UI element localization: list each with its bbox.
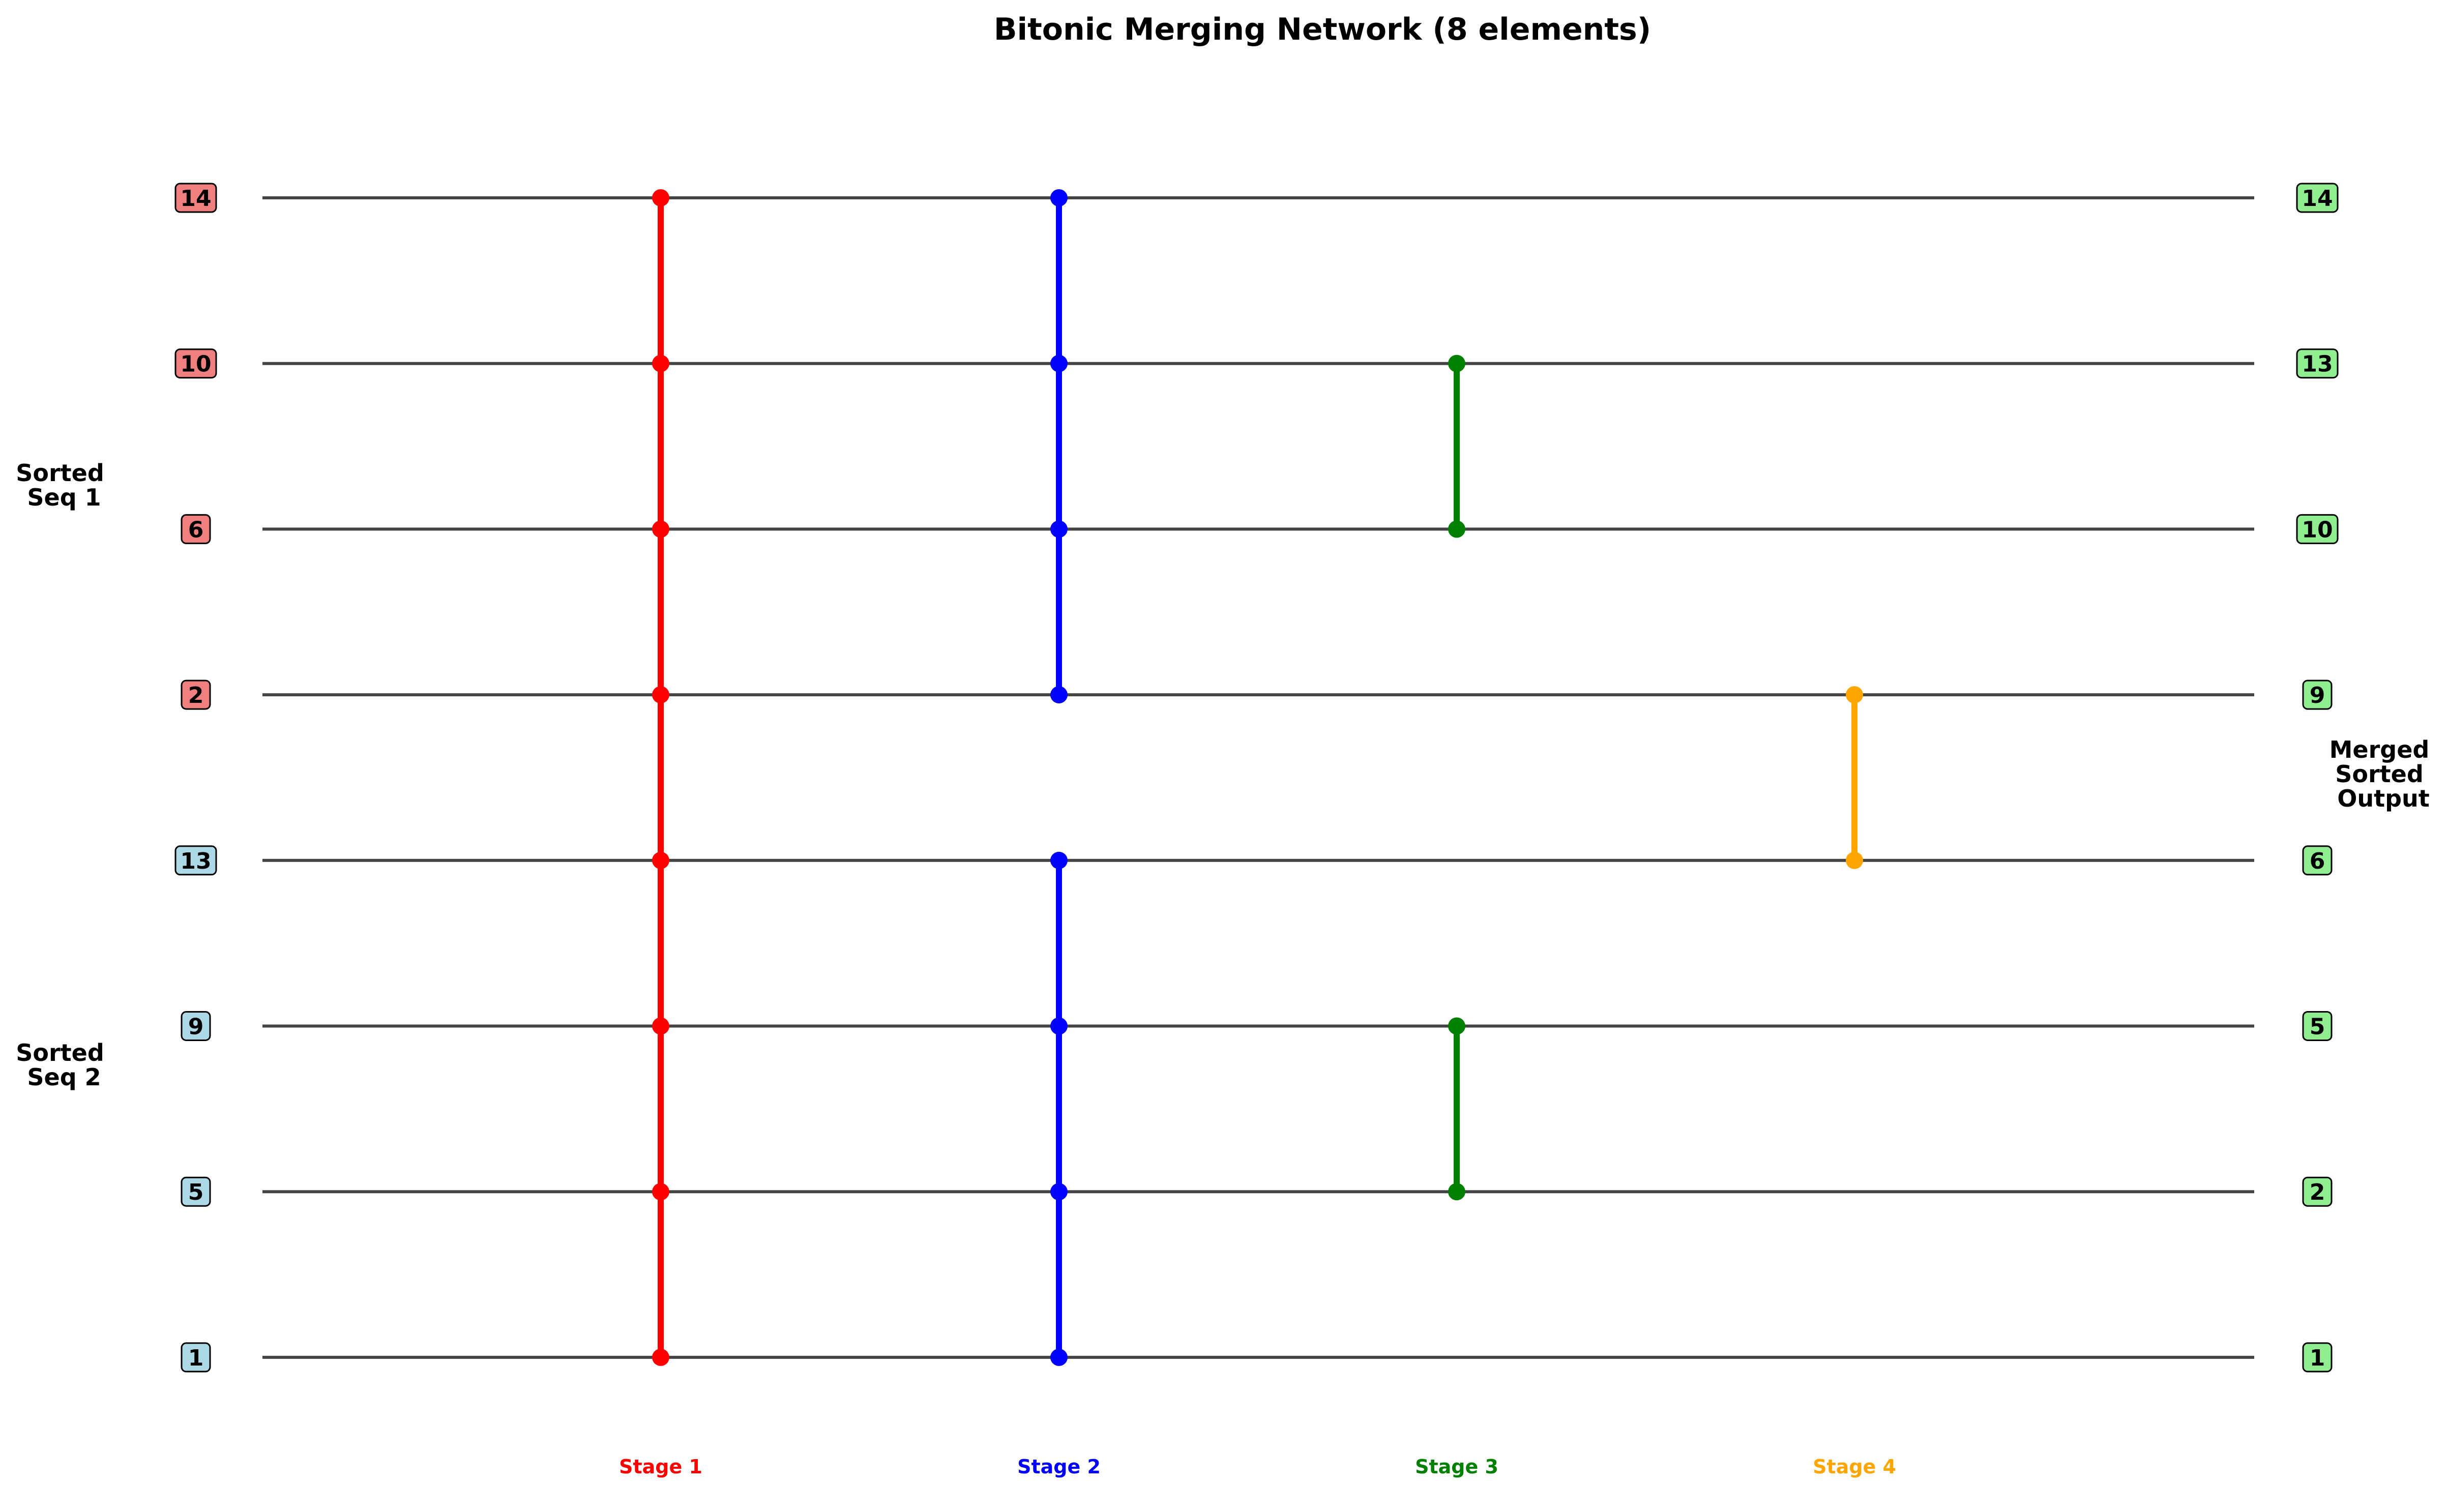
seq2-label: Sorted Seq 2	[16, 1039, 112, 1091]
input-value-box	[174, 845, 217, 876]
output-label-line: Sorted	[2335, 760, 2424, 788]
seq2-label-line: Sorted	[16, 1039, 104, 1066]
output-value-box	[2302, 1342, 2333, 1373]
diagram-title: Bitonic Merging Network (8 elements)	[994, 12, 1651, 47]
input-value-box	[181, 514, 211, 544]
output-value-text: 9	[2310, 683, 2325, 708]
input-value-text: 5	[188, 1179, 204, 1205]
comparator-node	[1448, 354, 1465, 372]
output-value: 1	[2302, 1342, 2333, 1373]
comparator-node	[1050, 1183, 1068, 1201]
comparator-node	[1846, 851, 1863, 869]
output-value-box	[2302, 1011, 2333, 1041]
comparator-node	[1050, 851, 1068, 869]
comparator-node	[1448, 1183, 1465, 1201]
input-value-text: 6	[188, 517, 204, 543]
comparator-node	[652, 1183, 669, 1201]
input-value: 6	[181, 514, 211, 544]
input-value: 9	[181, 1011, 211, 1041]
comparator-node	[652, 686, 669, 704]
comparators-layer	[652, 189, 1863, 1366]
input-value-text: 14	[180, 186, 211, 212]
output-value-text: 14	[2302, 186, 2333, 212]
stage-label: Stage 3	[1415, 1456, 1498, 1478]
comparator-node	[1050, 189, 1068, 206]
output-value-text: 10	[2302, 517, 2333, 543]
input-value-box	[174, 183, 217, 213]
input-value-box	[181, 1342, 211, 1373]
comparator-node	[1050, 1348, 1068, 1366]
output-value-box	[2296, 183, 2339, 213]
output-value: 9	[2302, 679, 2333, 710]
comparator-node	[1050, 1017, 1068, 1035]
comparator-node	[652, 851, 669, 869]
output-value-text: 13	[2302, 351, 2333, 377]
comparator-node	[652, 520, 669, 538]
comparator-node	[652, 354, 669, 372]
output-value-text: 2	[2310, 1179, 2325, 1205]
input-value: 1	[181, 1342, 211, 1373]
output-values-layer: 14 13 10 9 6 5 2 1	[2296, 183, 2339, 1373]
output-value-text: 1	[2310, 1345, 2325, 1371]
comparator-node	[652, 1017, 669, 1035]
output-value-box	[2296, 514, 2339, 544]
wires-layer	[262, 196, 2254, 1359]
input-value-box	[181, 679, 211, 710]
comparator-node	[1448, 1017, 1465, 1035]
input-value-box	[181, 1011, 211, 1041]
input-value: 5	[181, 1176, 211, 1207]
input-value: 14	[174, 183, 217, 213]
input-value-text: 2	[188, 683, 204, 708]
output-value: 2	[2302, 1176, 2333, 1207]
comparator-node	[652, 1348, 669, 1366]
output-value: 10	[2296, 514, 2339, 544]
stage-label: Stage 2	[1017, 1456, 1101, 1478]
input-value: 2	[181, 679, 211, 710]
seq2-label-line: Seq 2	[27, 1063, 101, 1091]
output-value: 5	[2302, 1011, 2333, 1041]
input-value-box	[174, 348, 217, 379]
output-label-line: Output	[2337, 785, 2430, 812]
input-value-text: 9	[188, 1014, 204, 1040]
input-value: 13	[174, 845, 217, 876]
input-value-text: 1	[188, 1345, 204, 1371]
seq1-label-line: Sorted	[16, 459, 104, 487]
seq1-label: Sorted Seq 1	[16, 459, 112, 511]
input-value-text: 10	[180, 351, 211, 377]
comparator-node	[1846, 686, 1863, 704]
output-value-box	[2302, 1176, 2333, 1207]
stage-label: Stage 4	[1813, 1456, 1896, 1478]
output-value-text: 5	[2310, 1014, 2325, 1040]
comparator-node	[1050, 686, 1068, 704]
comparator-node	[1050, 520, 1068, 538]
input-value: 10	[174, 348, 217, 379]
output-value-text: 6	[2310, 848, 2325, 874]
output-value-box	[2302, 845, 2333, 876]
output-label: Merged Sorted Output	[2330, 736, 2438, 812]
stage-label: Stage 1	[619, 1456, 702, 1478]
seq1-label-line: Seq 1	[27, 484, 101, 511]
output-value: 6	[2302, 845, 2333, 876]
stage-labels-layer: Stage 1 Stage 2 Stage 3 Stage 4	[619, 1456, 1896, 1478]
output-value-box	[2302, 679, 2333, 710]
input-value-text: 13	[180, 848, 211, 874]
input-values-layer: 14 10 6 2 13 9 5 1	[174, 183, 217, 1373]
comparator-node	[1050, 354, 1068, 372]
comparator-node	[1448, 520, 1465, 538]
output-label-line: Merged	[2330, 736, 2430, 763]
output-value: 14	[2296, 183, 2339, 213]
comparator-node	[652, 189, 669, 206]
output-value-box	[2296, 348, 2339, 379]
output-value: 13	[2296, 348, 2339, 379]
input-value-box	[181, 1176, 211, 1207]
